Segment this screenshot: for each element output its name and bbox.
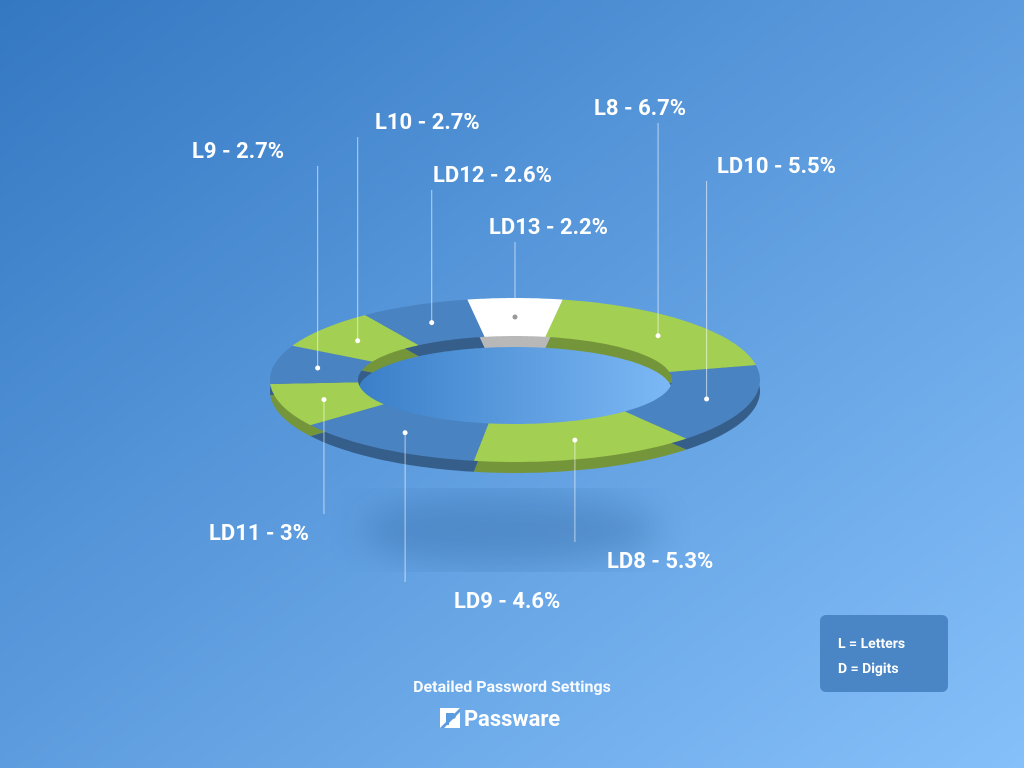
data-label: LD8 - 5.3% — [607, 549, 713, 574]
data-label: L9 - 2.7% — [192, 139, 284, 164]
segment — [624, 365, 760, 439]
leader-dot — [512, 314, 518, 320]
leader-dot — [355, 338, 361, 344]
data-label: LD10 - 5.5% — [717, 154, 836, 179]
donut-hole — [358, 339, 672, 427]
data-label: LD13 - 2.2% — [489, 215, 608, 240]
brand: Passware — [464, 707, 560, 732]
legend-box — [820, 615, 948, 692]
data-label: LD11 - 3% — [209, 521, 309, 546]
labels: LD13 - 2.2% L8 - 6.7% LD10 - 5.5% LD8 - 5.3… — [192, 96, 836, 614]
legend-entry: D = Digits — [838, 661, 899, 677]
data-label: LD9 - 4.6% — [454, 589, 560, 614]
segment — [473, 411, 687, 462]
leader-dot — [315, 365, 321, 371]
segment — [270, 382, 384, 426]
segment — [292, 315, 419, 362]
leader-dot — [402, 430, 408, 436]
chart-title: Detailed Password Settings — [413, 677, 611, 696]
segment — [545, 299, 756, 372]
shadow — [360, 495, 660, 565]
logo-icon — [440, 708, 460, 728]
segment — [270, 345, 373, 384]
data-label: LD12 - 2.6% — [433, 163, 552, 188]
data-label: L10 - 2.7% — [375, 110, 480, 135]
legend-entry: L = Letters — [838, 636, 905, 652]
data-label: L8 - 6.7% — [594, 96, 686, 121]
segment — [365, 299, 485, 346]
leader-dot — [572, 437, 578, 443]
leader-dot — [429, 320, 435, 326]
leader-dot — [655, 333, 661, 339]
leader-dot — [704, 396, 710, 402]
donut — [270, 298, 760, 473]
leader-dot — [321, 397, 327, 403]
segment — [310, 404, 489, 461]
